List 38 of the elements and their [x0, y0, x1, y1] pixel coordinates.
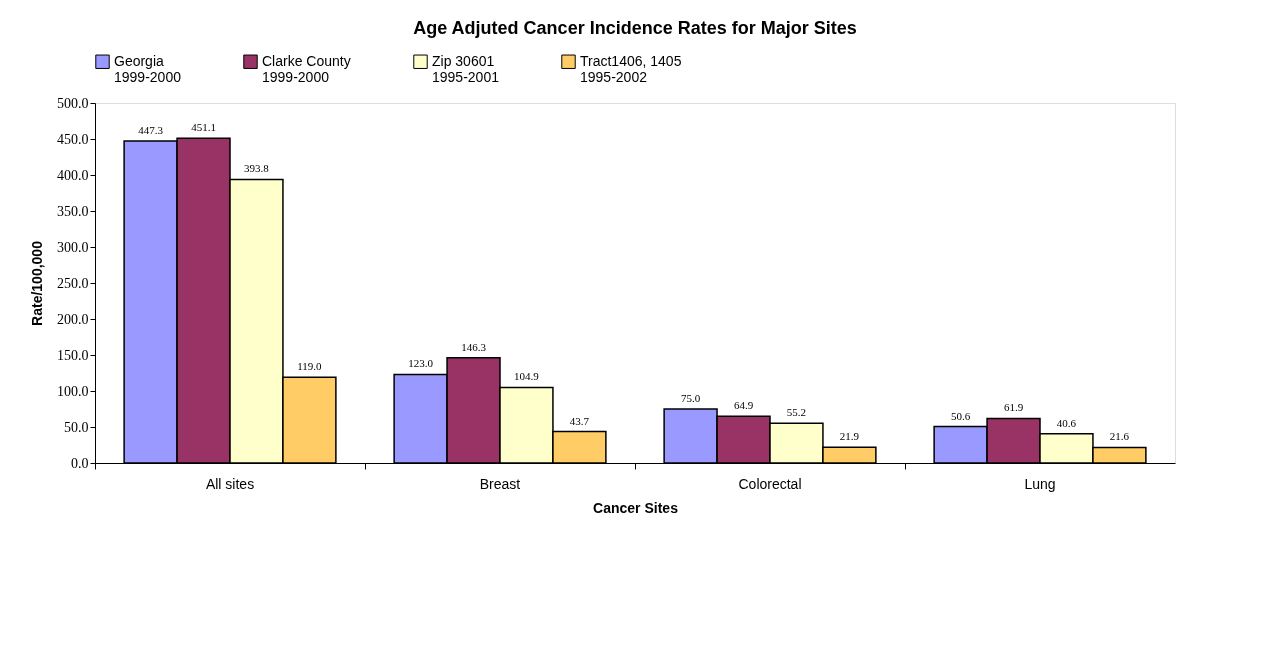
y-tick-label: 250.0 [57, 275, 89, 291]
y-tick-label: 100.0 [57, 383, 89, 399]
data-label: 50.6 [950, 409, 971, 422]
data-label: 123.0 [408, 357, 434, 370]
x-axis-title: Cancer Sites [593, 499, 679, 516]
x-tick-label: Colorectal [738, 475, 802, 492]
y-tick-label: 150.0 [57, 347, 89, 363]
data-label: 21.9 [839, 430, 860, 443]
data-label: 43.7 [569, 414, 590, 427]
data-label: 75.0 [680, 392, 701, 404]
y-tick-label: 200.0 [57, 311, 89, 327]
legend-label: Zip 30601 1995-2001 [432, 52, 500, 85]
data-label: 55.2 [786, 406, 807, 419]
data-label: 119.0 [297, 360, 323, 373]
legend-label: Georgia 1999-2000 [114, 52, 182, 85]
legend-label: Tract1406, 1405 1995-2002 [580, 52, 682, 85]
data-label: 21.6 [1109, 430, 1130, 443]
y-tick-label: 500.0 [57, 95, 89, 111]
y-tick-label: 300.0 [57, 239, 89, 255]
chart-title: Age Adjuted Cancer Incidence Rates for Major Sites [413, 18, 857, 38]
x-tick-label: All sites [205, 475, 255, 492]
data-label: 40.6 [1056, 416, 1077, 429]
data-label: 146.3 [461, 340, 487, 353]
y-axis-title: Rate/100,000 [29, 240, 45, 326]
data-label: 393.8 [244, 162, 270, 175]
data-label: 451.1 [191, 121, 216, 134]
legend-label: Clarke County 1999-2000 [262, 52, 351, 85]
y-tick-label: 450.0 [57, 131, 89, 147]
data-label: 61.9 [1003, 401, 1024, 414]
y-tick-label: 400.0 [57, 167, 89, 183]
x-tick-label: Lung [1024, 475, 1056, 492]
y-tick-label: 350.0 [57, 203, 89, 219]
data-label: 104.9 [514, 370, 540, 383]
data-label: 64.9 [733, 399, 754, 412]
x-tick-label: Breast [479, 475, 521, 492]
y-tick-label: 50.0 [64, 419, 89, 435]
data-label: 447.3 [138, 123, 164, 136]
y-tick-label: 0.0 [71, 455, 89, 471]
